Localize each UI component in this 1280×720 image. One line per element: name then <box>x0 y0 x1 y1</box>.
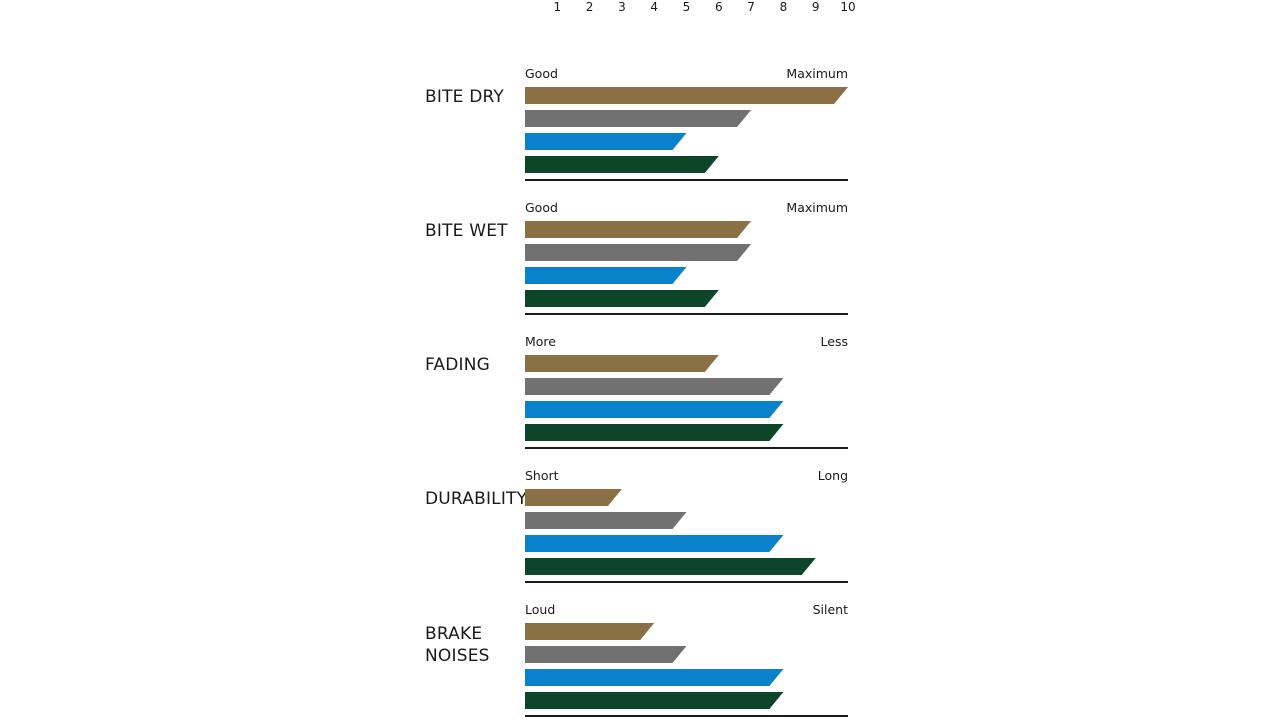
scale-tick-label: 3 <box>618 0 626 14</box>
scale-tick-label: 5 <box>683 0 691 14</box>
rating-group: BITE DRY Good Maximum <box>425 66 848 181</box>
category-label: DURABILITY <box>425 489 528 509</box>
rating-bar <box>525 221 752 238</box>
scale-tick-label: 1 <box>553 0 561 14</box>
scale-tick-label: 2 <box>586 0 594 14</box>
scale-low-label: Good <box>525 200 558 215</box>
scale-tick-label: 4 <box>650 0 658 14</box>
scale-low-label: Short <box>525 468 559 483</box>
scale-low-label: More <box>525 334 556 349</box>
rating-bar <box>525 512 687 529</box>
rating-bar <box>525 244 752 261</box>
category-label: FADING <box>425 355 490 375</box>
rating-bar <box>525 110 752 127</box>
scale-tick-label: 9 <box>812 0 820 14</box>
category-label: BITE WET <box>425 221 508 241</box>
rating-bar <box>525 558 816 575</box>
rating-groups: BITE DRY Good Maximum BITE WET Good Maximum FA… <box>425 66 848 717</box>
rating-bar <box>525 87 848 104</box>
rating-bar <box>525 133 687 150</box>
rating-bar <box>525 378 784 395</box>
rating-bar <box>525 424 784 441</box>
scale-tick-label: 6 <box>715 0 723 14</box>
rating-bar <box>525 535 784 552</box>
scale-high-label: Long <box>818 468 848 483</box>
rating-bar <box>525 156 719 173</box>
scale-high-label: Maximum <box>786 200 848 215</box>
scale-tick-label: 8 <box>780 0 788 14</box>
category-label: BRAKE <box>425 624 482 644</box>
rating-bar <box>525 489 622 506</box>
category-label: NOISES <box>425 646 490 666</box>
rating-bar <box>525 355 719 372</box>
scale-high-label: Silent <box>813 602 848 617</box>
scale-low-label: Loud <box>525 602 555 617</box>
scale-ticks: 1 2 3 4 5 6 7 8 9 10 <box>553 0 855 14</box>
rating-bar <box>525 669 784 686</box>
rating-bar <box>525 267 687 284</box>
scale-low-label: Good <box>525 66 558 81</box>
rating-group: FADING More Less <box>425 334 848 449</box>
scale-tick-label: 7 <box>747 0 755 14</box>
scale-tick-label: 10 <box>840 0 855 14</box>
rating-bar <box>525 401 784 418</box>
rating-group: BITE WET Good Maximum <box>425 200 848 315</box>
scale-high-label: Less <box>821 334 848 349</box>
category-label: BITE DRY <box>425 87 504 107</box>
rating-bar <box>525 646 687 663</box>
rating-bar <box>525 692 784 709</box>
rating-bar <box>525 290 719 307</box>
rating-group: DURABILITY Short Long <box>425 468 848 583</box>
scale-high-label: Maximum <box>786 66 848 81</box>
rating-bar <box>525 623 655 640</box>
